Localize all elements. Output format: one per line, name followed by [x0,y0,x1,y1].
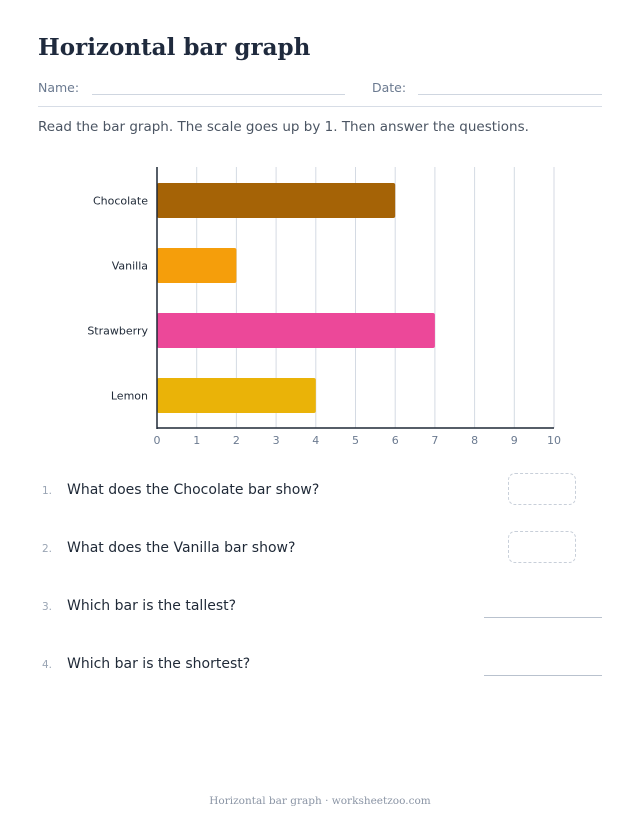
header-divider [38,106,602,107]
name-label: Name: [38,80,80,95]
x-tick-label: 1 [193,434,200,447]
bar-vanilla [157,248,237,283]
question-number: 4. [42,659,53,671]
question-number: 2. [42,543,53,555]
category-label: Vanilla [112,260,148,273]
x-tick-label: 5 [352,434,359,447]
date-field-line[interactable] [418,94,602,95]
bar-strawberry [157,313,435,348]
answer-box[interactable] [508,531,576,563]
answer-line[interactable] [484,675,602,676]
name-field-line[interactable] [92,94,345,95]
question-text: What does the Chocolate bar show? [67,482,320,498]
category-label: Lemon [111,390,148,403]
instructions: Read the bar graph. The scale goes up by… [38,119,529,135]
x-tick-label: 0 [154,434,161,447]
footer: Horizontal bar graph · worksheetzoo.com [209,795,431,807]
question-number: 3. [42,601,53,613]
category-label: Chocolate [93,195,148,208]
x-tick-label: 3 [273,434,280,447]
question-number: 1. [42,485,53,497]
x-tick-label: 9 [511,434,518,447]
page-title: Horizontal bar graph [38,34,311,61]
x-tick-label: 10 [547,434,561,447]
question-text: Which bar is the tallest? [67,598,237,614]
answer-box[interactable] [508,473,576,505]
answer-line[interactable] [484,617,602,618]
date-label: Date: [372,80,407,95]
bar-chart: Chocolate Vanilla Strawberry Lemon 0 1 2 3 4 5 6 7 8… [87,167,561,447]
x-tick-label: 6 [392,434,399,447]
x-tick-label: 7 [431,434,438,447]
bar-lemon [157,378,316,413]
x-tick-label: 4 [312,434,319,447]
x-tick-label: 2 [233,434,240,447]
category-label: Strawberry [87,325,148,338]
x-tick-label: 8 [471,434,478,447]
question-text: What does the Vanilla bar show? [67,540,296,556]
question-text: Which bar is the shortest? [67,656,251,672]
bar-chocolate [157,183,396,218]
